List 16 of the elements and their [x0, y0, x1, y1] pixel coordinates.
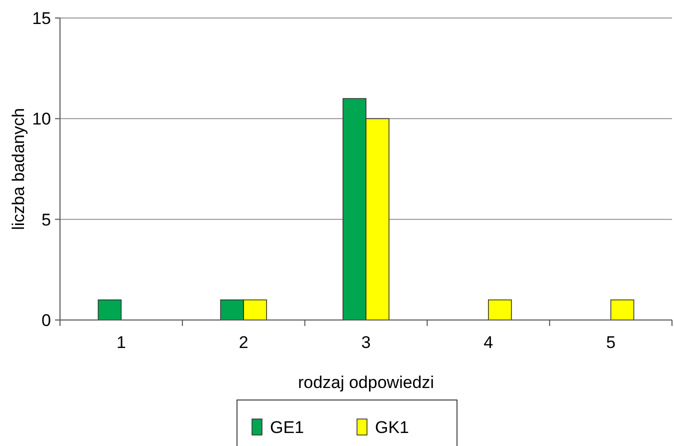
x-axis-title: rodzaj odpowiedzi	[298, 373, 434, 392]
y-tick-label: 10	[32, 110, 51, 129]
bar	[98, 299, 122, 320]
y-tick-label: 0	[42, 310, 51, 330]
x-tick-label: 1	[116, 333, 126, 352]
bar	[488, 299, 512, 320]
bar	[610, 299, 634, 320]
x-tick-label: 5	[606, 333, 616, 352]
x-tick-label: 3	[361, 333, 371, 352]
x-tick-label: 2	[238, 333, 248, 352]
y-tick-label: 5	[42, 210, 51, 230]
legend-label: GK1	[375, 418, 410, 437]
x-tick-label: 4	[484, 333, 494, 352]
y-tick-label: 15	[32, 8, 51, 28]
legend-label: GE1	[270, 418, 304, 437]
y-axis-title: liczba badanych	[9, 108, 28, 230]
